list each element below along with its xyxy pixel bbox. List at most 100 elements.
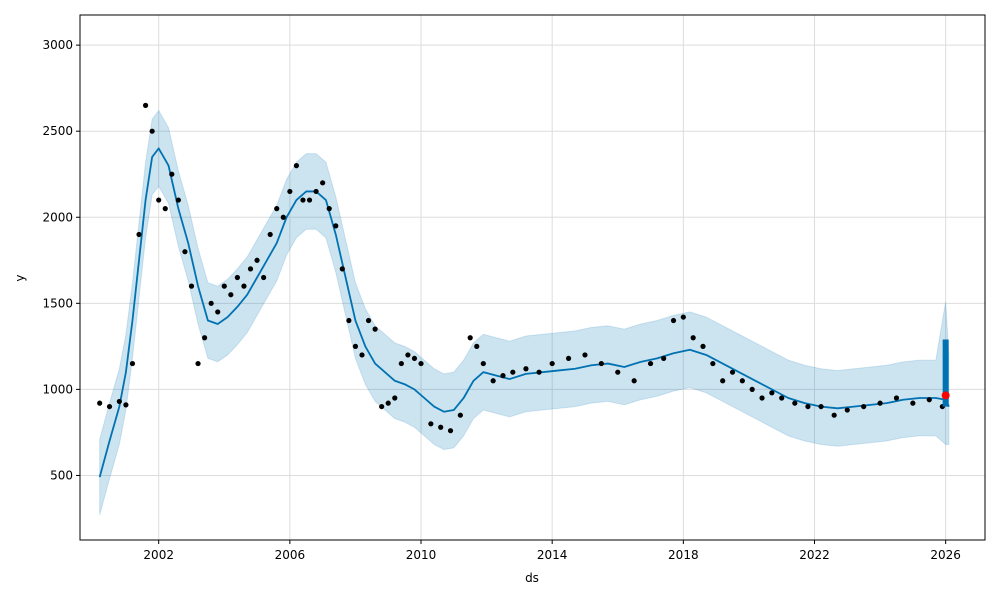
forecast-line bbox=[98, 147, 950, 478]
observed-point bbox=[228, 292, 234, 298]
observed-point bbox=[510, 369, 516, 375]
observed-point bbox=[339, 266, 345, 272]
uncertainty-interval bbox=[99, 109, 950, 516]
observed-point bbox=[254, 257, 260, 263]
x-tick-label: 2002 bbox=[143, 548, 174, 562]
observed-point bbox=[818, 403, 824, 410]
observed-point bbox=[447, 428, 454, 434]
observed-point bbox=[136, 231, 142, 238]
observed-point bbox=[215, 309, 221, 315]
observed-point bbox=[208, 300, 214, 306]
observed-point bbox=[418, 360, 424, 367]
x-tick-label: 2022 bbox=[799, 548, 830, 562]
observed-point bbox=[631, 378, 637, 384]
observed-point bbox=[293, 163, 300, 169]
observed-point bbox=[234, 274, 240, 281]
observed-point bbox=[759, 395, 765, 401]
observed-point bbox=[241, 283, 247, 289]
observed-point bbox=[365, 317, 372, 324]
observed-point bbox=[893, 395, 900, 401]
x-tick-label: 2006 bbox=[275, 548, 306, 562]
observed-point bbox=[661, 355, 667, 362]
observed-point bbox=[779, 395, 785, 401]
observed-point bbox=[805, 403, 811, 410]
x-tick-label: 2010 bbox=[406, 548, 437, 562]
observed-point bbox=[326, 206, 332, 212]
observed-point bbox=[306, 197, 313, 203]
observed-point bbox=[792, 400, 798, 406]
observed-point bbox=[739, 378, 745, 384]
observed-point bbox=[333, 223, 339, 229]
y-tick-label: 3000 bbox=[42, 38, 73, 52]
x-axis-title: ds bbox=[525, 571, 539, 585]
observed-point bbox=[457, 412, 463, 418]
observed-point bbox=[287, 188, 293, 195]
y-axis-title: y bbox=[13, 274, 27, 281]
observed-point bbox=[300, 197, 306, 203]
observed-point bbox=[195, 360, 201, 367]
interval-layer bbox=[99, 109, 950, 516]
observed-point bbox=[320, 180, 326, 186]
grid-layer bbox=[80, 15, 985, 540]
forecast-layer bbox=[98, 147, 950, 478]
highlight-point bbox=[941, 391, 950, 400]
observed-point bbox=[926, 397, 932, 403]
observed-point bbox=[523, 366, 529, 372]
observed-point bbox=[749, 386, 755, 392]
observed-point bbox=[844, 407, 850, 413]
observed-point bbox=[352, 343, 359, 349]
x-tick-label: 2014 bbox=[537, 548, 568, 562]
observed-point bbox=[247, 266, 254, 272]
observed-point bbox=[162, 206, 168, 212]
x-tick-label: 2018 bbox=[668, 548, 699, 562]
observed-point bbox=[474, 343, 480, 349]
observed-point bbox=[438, 424, 444, 430]
observed-point bbox=[116, 398, 122, 405]
observed-point bbox=[670, 317, 677, 324]
plot-area-background bbox=[80, 15, 985, 540]
observed-point bbox=[490, 378, 496, 384]
observed-point bbox=[700, 343, 706, 349]
observed-point bbox=[480, 360, 486, 367]
observed-point bbox=[615, 369, 621, 375]
observed-point bbox=[710, 360, 716, 367]
x-tick-label: 2026 bbox=[930, 548, 961, 562]
y-tick-label: 500 bbox=[50, 468, 73, 482]
observed-point bbox=[647, 360, 654, 367]
observed-point bbox=[280, 214, 286, 220]
observed-point bbox=[267, 231, 273, 238]
observed-point bbox=[313, 188, 319, 195]
observed-point bbox=[261, 274, 267, 281]
observed-point bbox=[877, 400, 883, 406]
observed-point bbox=[549, 360, 555, 367]
plot-frame bbox=[79, 14, 986, 541]
observed-point bbox=[175, 197, 181, 203]
observed-point bbox=[720, 378, 726, 384]
y-tick-label: 1500 bbox=[42, 296, 73, 310]
observed-point bbox=[129, 360, 136, 367]
observed-point bbox=[831, 412, 837, 418]
observed-point bbox=[156, 197, 162, 203]
observed-point bbox=[106, 403, 113, 410]
observed-point bbox=[500, 373, 506, 379]
observed-point bbox=[467, 335, 473, 341]
observed-point bbox=[188, 283, 195, 289]
observed-point bbox=[910, 400, 916, 406]
axis-layer: 2002 2006 2010 2014 2018 2022 2026 500 1000 1500 2… bbox=[42, 38, 960, 562]
observed-point bbox=[379, 403, 385, 410]
observed-point bbox=[582, 352, 588, 358]
observed-point bbox=[149, 128, 155, 134]
observed-point bbox=[359, 352, 365, 358]
observed-point bbox=[97, 400, 103, 406]
observed-point bbox=[142, 102, 149, 108]
highlight-layer bbox=[941, 391, 950, 400]
observed-point bbox=[598, 360, 604, 367]
observed-point bbox=[565, 355, 572, 362]
observed-point bbox=[861, 403, 867, 410]
observed-point bbox=[428, 421, 434, 427]
observed-point bbox=[221, 283, 227, 289]
y-tick-label: 2000 bbox=[42, 210, 73, 224]
observed-point bbox=[398, 360, 404, 367]
observed-point bbox=[123, 402, 129, 408]
